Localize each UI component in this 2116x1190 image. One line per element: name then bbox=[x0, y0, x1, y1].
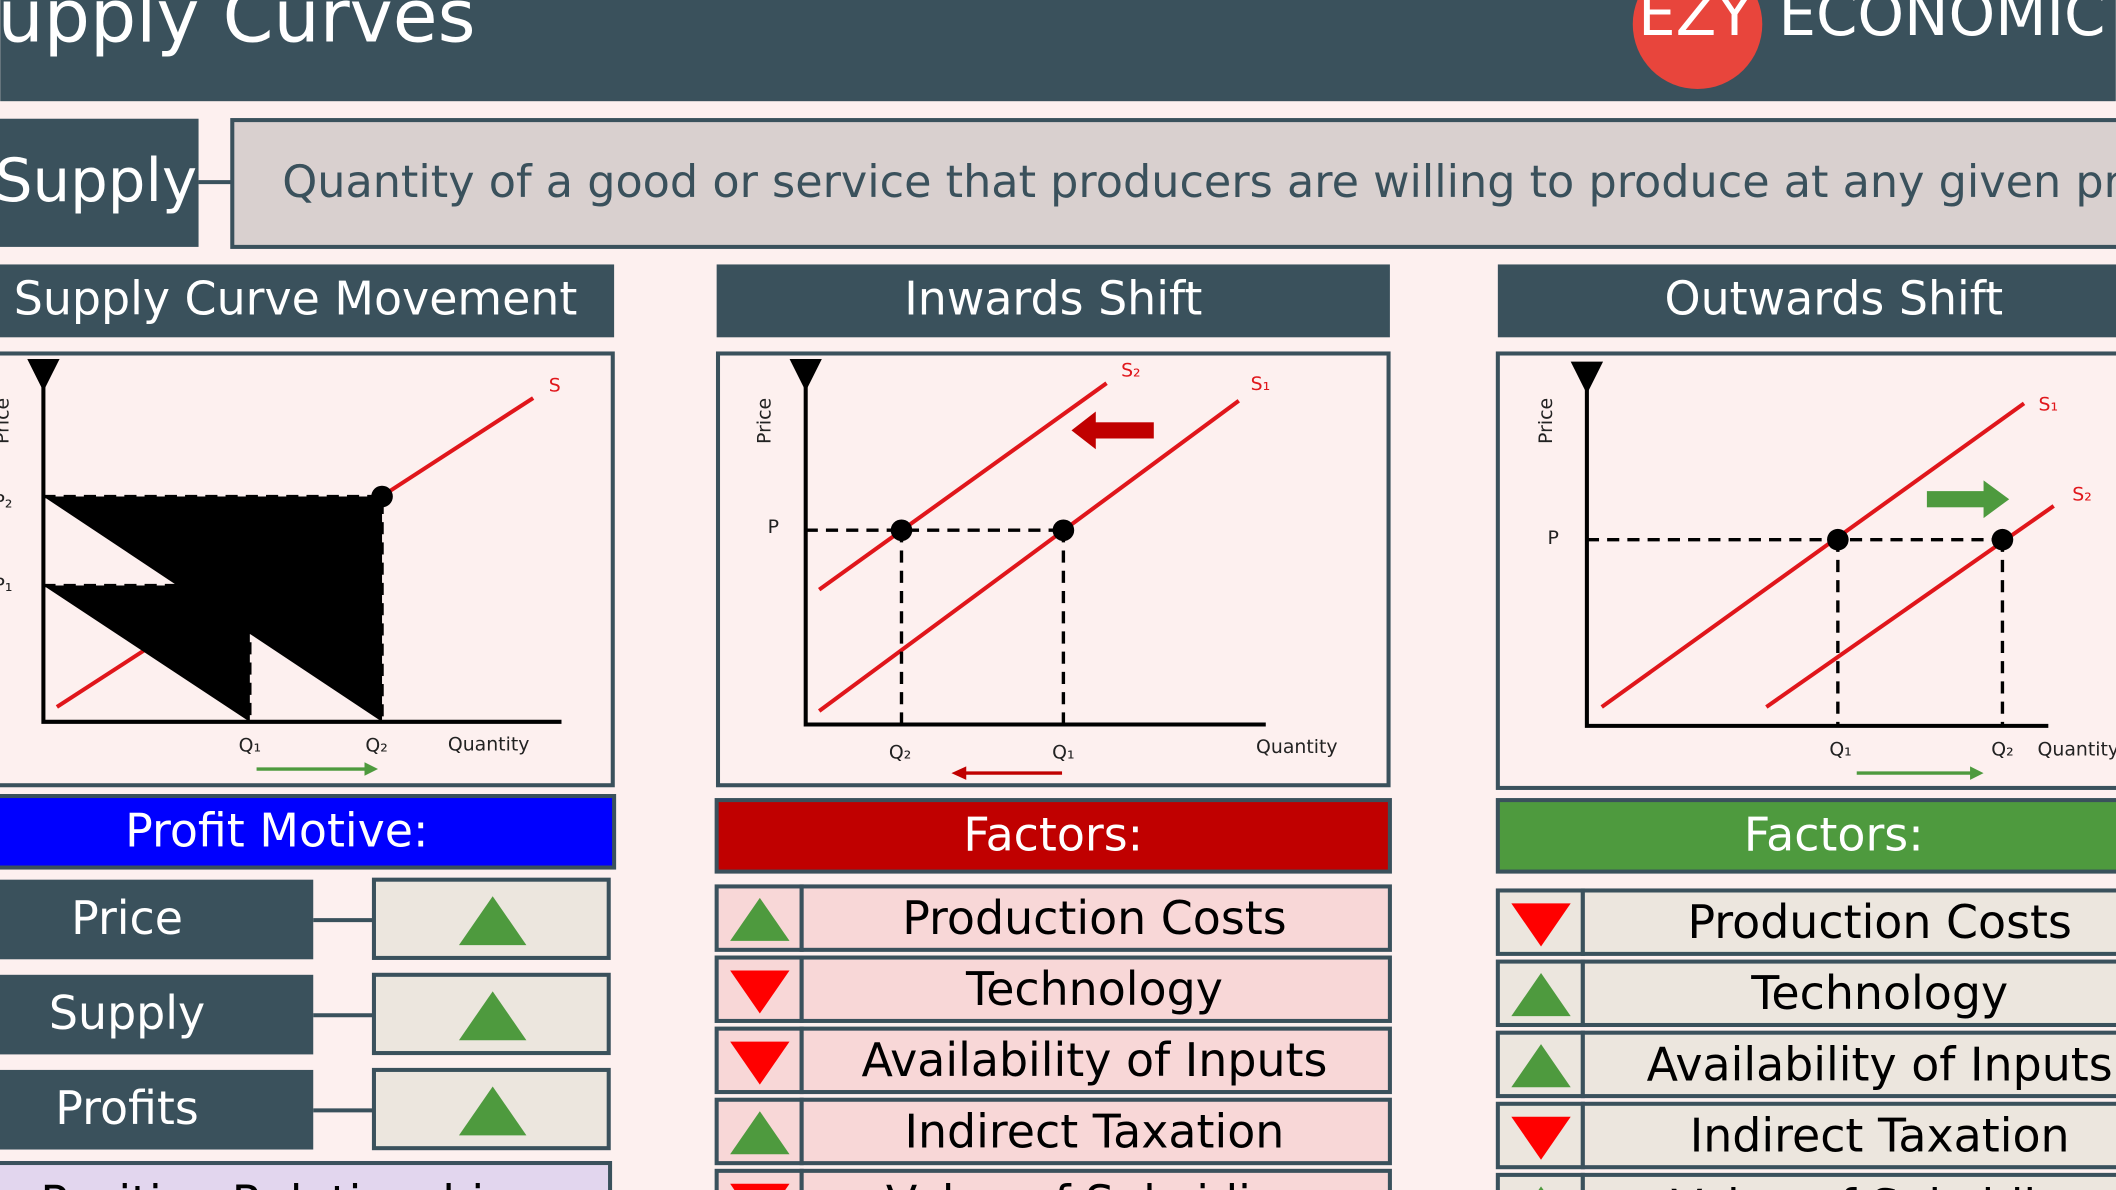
quantity-label: Q₂ bbox=[365, 735, 387, 757]
definition: Quantity of a good or service that produ… bbox=[282, 157, 2116, 208]
arrow-box bbox=[1495, 1172, 1585, 1190]
item-label: Value of Subsidies bbox=[1671, 1179, 2088, 1190]
price-label: P₂ bbox=[0, 490, 12, 512]
item-label: Production Costs bbox=[902, 891, 1286, 945]
term-box bbox=[0, 118, 199, 247]
footer-box bbox=[0, 1160, 613, 1190]
item-box bbox=[1580, 959, 2116, 1028]
item-label: Value of Subsidies bbox=[886, 1175, 1303, 1190]
list-title: Factors: bbox=[1744, 807, 1924, 861]
term: Supply bbox=[0, 146, 197, 215]
panel-title: Outwards Shift bbox=[1664, 272, 2003, 326]
curve-label: S₁ bbox=[2039, 393, 2059, 415]
list-header bbox=[714, 798, 1392, 874]
y-label: Price bbox=[754, 398, 776, 444]
item-label: Technology bbox=[1750, 966, 2008, 1020]
x-label: Quantity bbox=[2038, 739, 2116, 761]
panel-title: Supply Curve Movement bbox=[14, 272, 578, 326]
item-box bbox=[799, 955, 1392, 1023]
item-box bbox=[0, 1069, 314, 1150]
logo-circle bbox=[1632, 0, 1763, 90]
item-box bbox=[1580, 1172, 2116, 1190]
footer-text: Positive Relationship bbox=[40, 1176, 513, 1190]
trend-arrow bbox=[458, 1086, 527, 1136]
item-label: Technology bbox=[965, 962, 1223, 1016]
item-box bbox=[1580, 888, 2116, 956]
panel-title: Inwards Shift bbox=[904, 272, 1202, 326]
trend-arrow bbox=[730, 1041, 790, 1085]
trend-arrow bbox=[1511, 903, 1571, 947]
trend-arrow bbox=[1511, 1044, 1571, 1088]
curve-label: S₂ bbox=[1121, 360, 1141, 382]
curve-label: S bbox=[549, 374, 561, 396]
trend-arrow bbox=[1538, 1186, 1544, 1190]
item-label: Indirect Taxation bbox=[1690, 1108, 2070, 1162]
item-label: Availability of Inputs bbox=[861, 1033, 1327, 1087]
quantity-label: Q₁ bbox=[239, 735, 261, 757]
quantity-label: Q₁ bbox=[1052, 741, 1074, 763]
x-label: Quantity bbox=[448, 733, 530, 755]
item-label: Supply bbox=[49, 986, 205, 1040]
panel-title-bar bbox=[0, 264, 615, 338]
item-box bbox=[0, 879, 314, 960]
trend-arrow bbox=[730, 897, 790, 941]
item-label: Availability of Inputs bbox=[1647, 1037, 2113, 1091]
x-label: Quantity bbox=[1256, 736, 1338, 758]
item-label: Price bbox=[71, 891, 183, 945]
quantity-label: Q₁ bbox=[1829, 739, 1851, 761]
item-box bbox=[0, 974, 314, 1055]
list-header bbox=[1495, 798, 2116, 874]
item-label: Production Costs bbox=[1687, 895, 2071, 949]
item-box bbox=[799, 884, 1392, 952]
trend-arrow bbox=[1511, 1116, 1571, 1160]
list-title: Profit Motive: bbox=[125, 803, 428, 857]
curve-label: S₁ bbox=[1251, 373, 1271, 395]
trend-arrow bbox=[458, 896, 527, 946]
item-box bbox=[799, 1097, 1392, 1166]
item-box bbox=[1580, 1030, 2116, 1099]
diagram bbox=[0, 351, 615, 788]
logo-mark: EZY bbox=[1638, 0, 1753, 49]
trend-arrow bbox=[730, 1111, 790, 1155]
y-label: Price bbox=[0, 398, 13, 444]
header-bar bbox=[0, 0, 2116, 102]
item-box bbox=[1580, 1101, 2116, 1170]
panel-title-bar bbox=[716, 264, 1390, 338]
trend-arrow bbox=[1511, 973, 1571, 1017]
panel-title-bar bbox=[1497, 264, 2116, 338]
price-label: P bbox=[1547, 527, 1558, 549]
list-header bbox=[0, 794, 617, 870]
quantity-label: Q₂ bbox=[889, 741, 911, 763]
curve-label: S₂ bbox=[2072, 484, 2092, 506]
item-box bbox=[799, 1168, 1392, 1190]
quantity-label: Q₂ bbox=[1991, 739, 2013, 761]
trend-arrow bbox=[730, 970, 790, 1014]
logo-text: ECONOMIC bbox=[1778, 0, 2105, 49]
diagram bbox=[1495, 351, 2116, 790]
diagram bbox=[715, 351, 1391, 788]
list-title: Factors: bbox=[963, 807, 1143, 861]
item-label: Indirect Taxation bbox=[904, 1104, 1284, 1158]
price-label: P₁ bbox=[0, 574, 12, 596]
definition-box bbox=[230, 118, 2116, 249]
trend-arrow bbox=[458, 991, 527, 1041]
title: upply Curves bbox=[0, 0, 476, 60]
price-label: P bbox=[768, 516, 779, 538]
y-label: Price bbox=[1535, 398, 1557, 444]
item-box bbox=[799, 1026, 1392, 1095]
trend-arrow bbox=[730, 1183, 790, 1190]
item-label: Profits bbox=[55, 1081, 199, 1135]
